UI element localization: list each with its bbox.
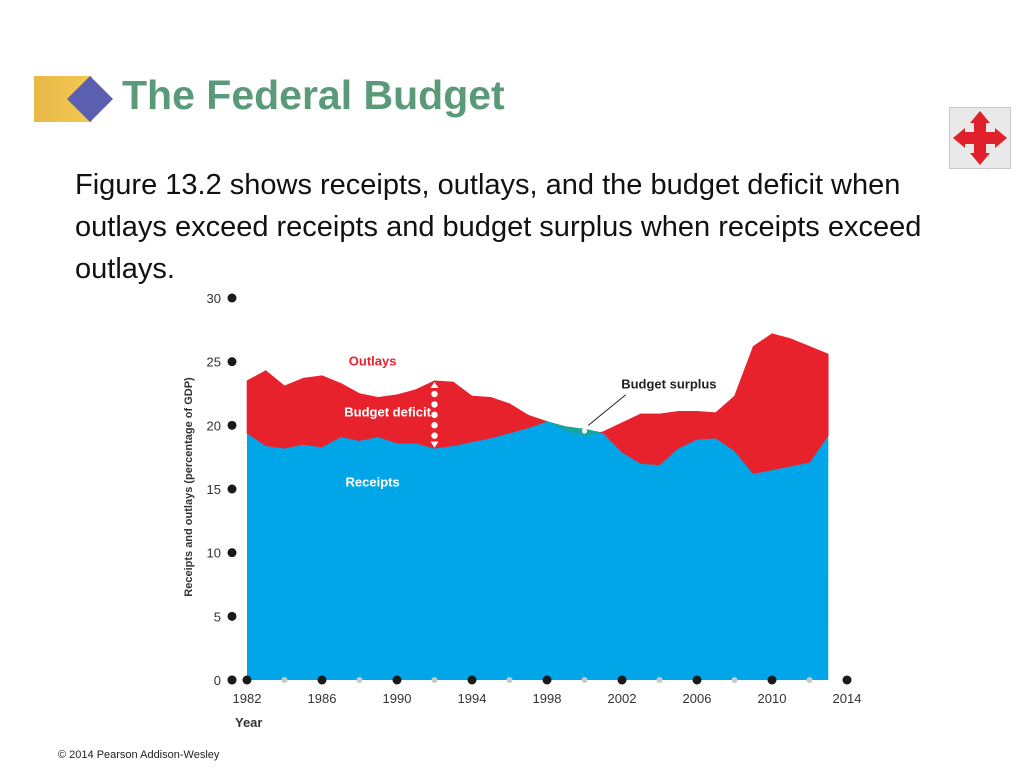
x-axis-label: Year bbox=[235, 715, 262, 730]
x-tick-dot bbox=[467, 675, 477, 685]
y-tick-dot bbox=[227, 293, 237, 303]
x-tick-dot bbox=[617, 675, 627, 685]
deficit-area bbox=[265, 369, 285, 449]
x-tick-label: 2010 bbox=[758, 691, 787, 706]
y-tick-label: 30 bbox=[207, 291, 221, 306]
y-tick-dot bbox=[227, 548, 237, 558]
deficit-area bbox=[696, 411, 717, 440]
x-tick-label: 1994 bbox=[458, 691, 487, 706]
deficit-area bbox=[284, 377, 304, 449]
move-arrows-button[interactable] bbox=[949, 107, 1011, 169]
chart-annotations: Outlays Budget deficit Budget surplus Recei… bbox=[344, 353, 716, 489]
deficit-arrow-head-up bbox=[430, 382, 439, 389]
chart-areas bbox=[246, 333, 829, 680]
budget-deficit-label: Budget deficit bbox=[344, 404, 431, 419]
y-tick-label: 25 bbox=[207, 355, 221, 370]
y-tick-dot bbox=[227, 484, 237, 494]
x-tick-dot bbox=[392, 675, 402, 685]
x-tick-label: 1998 bbox=[533, 691, 562, 706]
x-tick-label: 1982 bbox=[233, 691, 262, 706]
y-tick-label: 15 bbox=[207, 482, 221, 497]
x-tick-dot bbox=[242, 675, 252, 685]
x-tick-dot bbox=[842, 675, 852, 685]
deficit-area bbox=[490, 396, 510, 439]
deficit-arrow-dot bbox=[431, 411, 438, 419]
budget-surplus-label: Budget surplus bbox=[621, 376, 716, 391]
deficit-area bbox=[790, 338, 810, 467]
x-minor-dot bbox=[581, 677, 588, 683]
surplus-arrow-dot bbox=[582, 428, 587, 434]
deficit-area bbox=[771, 333, 792, 471]
y-tick-label: 20 bbox=[207, 418, 221, 433]
x-minor-dot bbox=[506, 677, 513, 683]
x-axis: 1982 1986 1990 1994 1998 2002 2006 2010 2014 bbox=[227, 675, 862, 706]
x-minor-dot bbox=[731, 677, 738, 683]
deficit-arrow-dot bbox=[431, 390, 438, 398]
deficit-area bbox=[527, 414, 548, 429]
y-tick-dot bbox=[227, 357, 237, 367]
deficit-arrow-dot bbox=[431, 432, 438, 439]
deficit-area bbox=[809, 345, 829, 464]
x-minor-dot bbox=[656, 677, 663, 683]
y-tick-label: 10 bbox=[207, 546, 221, 561]
title-decoration bbox=[34, 76, 113, 122]
x-tick-dot bbox=[692, 675, 702, 685]
x-tick-dot bbox=[542, 675, 552, 685]
x-minor-dot bbox=[431, 677, 438, 683]
y-tick-dot bbox=[227, 611, 237, 621]
deficit-area bbox=[302, 375, 323, 448]
outlays-label: Outlays bbox=[349, 353, 397, 368]
deficit-area bbox=[734, 346, 754, 475]
receipts-label: Receipts bbox=[346, 474, 400, 489]
copyright-notice: © 2014 Pearson Addison-Wesley bbox=[58, 749, 220, 761]
x-tick-label: 1990 bbox=[383, 691, 412, 706]
x-tick-dot bbox=[767, 675, 777, 685]
x-minor-dot bbox=[356, 677, 363, 683]
y-tick-dot bbox=[227, 420, 237, 430]
x-tick-label: 2014 bbox=[833, 691, 862, 706]
deficit-area bbox=[452, 381, 473, 447]
x-minor-dot bbox=[806, 677, 813, 683]
deficit-area bbox=[471, 395, 492, 443]
y-tick-label: 5 bbox=[214, 609, 221, 624]
deficit-area bbox=[321, 375, 342, 448]
x-tick-label: 1986 bbox=[308, 691, 337, 706]
y-axis-label: Receipts and outlays (percentage of GDP) bbox=[183, 377, 195, 597]
x-tick-label: 2002 bbox=[608, 691, 637, 706]
deficit-arrow-dot bbox=[431, 422, 438, 429]
receipts-area bbox=[247, 421, 829, 680]
x-tick-dot bbox=[317, 675, 327, 685]
surplus-pointer-line bbox=[587, 394, 627, 426]
y-tick-label: 0 bbox=[214, 673, 221, 688]
x-minor-dot bbox=[281, 677, 288, 683]
deficit-area bbox=[640, 413, 660, 466]
x-tick-label: 2006 bbox=[683, 691, 712, 706]
move-arrows-icon bbox=[953, 111, 1007, 165]
deficit-arrow-dot bbox=[431, 401, 438, 408]
deficit-area bbox=[752, 333, 773, 475]
slide-title: The Federal Budget bbox=[122, 72, 505, 118]
deficit-arrow-head-down bbox=[430, 441, 439, 448]
surplus-arrow-dot bbox=[582, 422, 587, 428]
deficit-area bbox=[246, 370, 267, 447]
deficit-area bbox=[509, 403, 529, 434]
body-paragraph: Figure 13.2 shows receipts, outlays, and… bbox=[75, 169, 922, 285]
x-origin-dot bbox=[227, 675, 237, 685]
y-axis: 0 5 10 15 20 25 30 bbox=[207, 291, 237, 688]
budget-chart: 0 5 10 15 20 25 30 1982 1986 1990 1994 1998 2002 200… bbox=[183, 291, 862, 730]
